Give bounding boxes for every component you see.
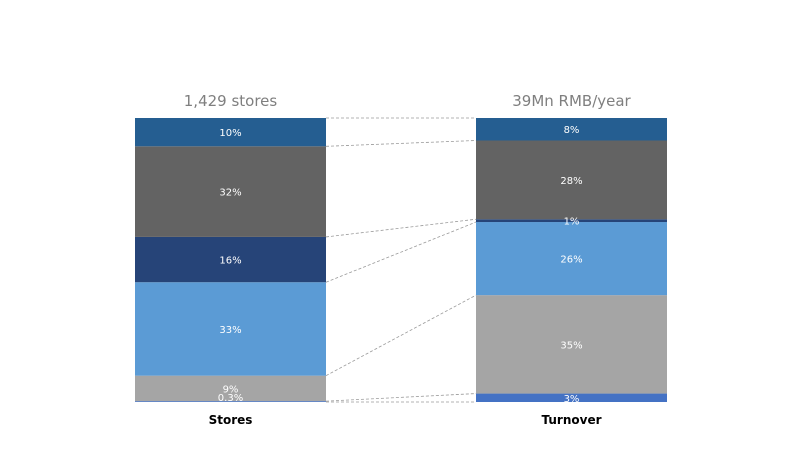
bar-segment-stores-2 [135,282,326,376]
bar-segment-stores-0 [135,401,326,402]
total-label-stores: 1,429 stores [184,92,278,110]
bar-segment-turnover-1 [476,295,667,394]
segment-label-stores-1: 9% [223,384,239,395]
segment-label-stores-5: 10% [219,128,241,139]
connector-line-4 [325,218,477,238]
segment-label-stores-4: 32% [219,188,241,199]
total-label-turnover: 39Mn RMB/year [512,92,631,110]
connector-line-3 [325,221,477,283]
segment-label-stores-3: 16% [219,256,241,267]
bar-segment-stores-5 [135,118,326,147]
segment-label-turnover-4: 28% [560,176,582,187]
bar-segment-turnover-2 [476,222,667,296]
bar-segment-turnover-3 [476,219,667,223]
segment-label-turnover-5: 8% [564,125,580,136]
connector-line-2 [325,294,477,377]
bars-group [135,118,667,402]
bar-segment-turnover-0 [476,393,667,402]
segment-label-stores-2: 33% [219,325,241,336]
segment-label-stores-0: 0.3% [218,393,243,404]
bar-segment-turnover-4 [476,140,667,220]
labels-group: 0.3%9% 33% 16% 32% 10% 1,429 stores Stores 3% 35… [184,92,632,427]
connector-line-1 [325,393,477,402]
category-label-turnover: Turnover [542,413,602,427]
connector-lines [325,117,477,403]
connector-line-5 [325,140,477,147]
bar-segment-stores-1 [135,375,326,402]
segment-label-turnover-3: 1% [564,217,580,228]
bar-segment-stores-4 [135,146,326,237]
segment-label-turnover-1: 35% [560,340,582,351]
category-label-stores: Stores [209,413,253,427]
bar-segment-turnover-5 [476,118,667,141]
bar-segment-stores-3 [135,236,326,283]
segment-label-turnover-2: 26% [560,255,582,266]
segment-label-turnover-0: 3% [564,394,580,405]
